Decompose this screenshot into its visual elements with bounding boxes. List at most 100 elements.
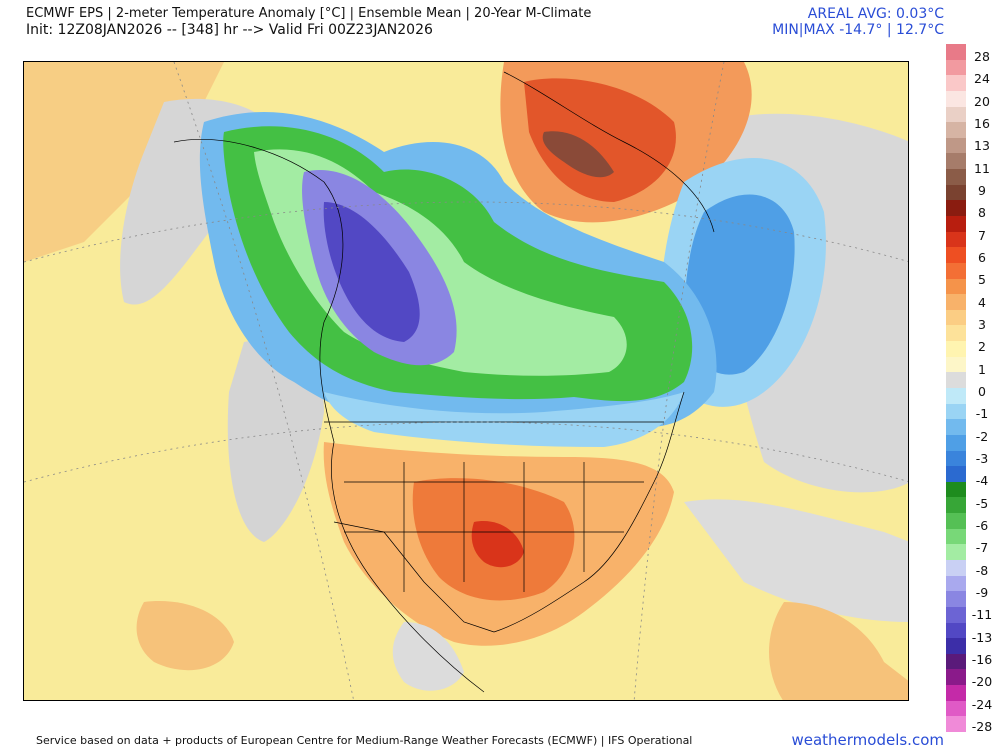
colorbar-swatch xyxy=(946,169,966,186)
colorbar-swatch xyxy=(946,560,966,577)
colorbar-swatch xyxy=(946,700,966,717)
state-lines-horizontal xyxy=(344,481,644,533)
cold-purple-core xyxy=(323,202,420,342)
colorbar-tick-label: 3 xyxy=(978,317,986,332)
colorbar-swatch xyxy=(946,184,966,201)
colorbar-tick-label: 28 xyxy=(974,49,990,64)
colorbar-tick-label: -2 xyxy=(975,428,989,444)
colorbar-tick-label: -5 xyxy=(975,495,989,511)
warm-pacific-south xyxy=(136,601,234,671)
colorbar-swatch xyxy=(946,325,966,342)
cold-lightblue-band xyxy=(324,392,684,447)
colorbar-swatch xyxy=(946,513,966,530)
colorbar-swatch xyxy=(946,372,966,389)
colorbar-swatch xyxy=(946,434,966,452)
colorbar-swatch xyxy=(946,122,966,139)
areal-average: AREAL AVG: 0.03°C xyxy=(807,6,944,22)
colorbar-swatch xyxy=(946,106,966,123)
colorbar-tick-label: 9 xyxy=(978,183,986,198)
colorbar-swatch xyxy=(946,341,966,358)
colorbar-tick-label: -16 xyxy=(971,652,993,667)
colorbar-tick-label: -20 xyxy=(971,674,993,690)
west-coastline xyxy=(173,139,485,693)
warm-greenland-core xyxy=(524,78,676,202)
colorbar-tick-label: 4 xyxy=(978,294,986,310)
colorbar-tick-label: 16 xyxy=(974,116,990,131)
colorbar-swatch xyxy=(946,638,966,655)
colorbar-swatch xyxy=(946,653,966,670)
credit-footer: Service based on data + products of Euro… xyxy=(36,734,693,747)
colorbar-tick-label: 24 xyxy=(974,71,990,87)
colorbar-swatch xyxy=(946,450,966,467)
colorbar-swatch xyxy=(946,622,966,639)
colorbar-swatch xyxy=(946,137,966,154)
greenland-peak xyxy=(542,131,614,178)
colorbar-swatch xyxy=(946,591,966,608)
colorbar-swatch xyxy=(946,294,966,311)
colorbar-swatch xyxy=(946,356,966,373)
colorbar-swatch xyxy=(946,528,966,545)
colorbar-swatch xyxy=(946,44,966,61)
colorbar-swatch xyxy=(946,466,966,483)
greenland-coastline xyxy=(503,71,715,233)
colorbar-tick-label: -28 xyxy=(971,719,993,734)
colorbar-swatch xyxy=(946,669,966,686)
colorbar-tick-label: 6 xyxy=(978,250,986,265)
colorbar-swatch xyxy=(946,497,966,514)
anomaly-map xyxy=(23,61,909,701)
graticule-line xyxy=(24,201,908,263)
colorbar-tick-label: -1 xyxy=(975,406,989,422)
graticule-line xyxy=(633,62,725,700)
colorbar-tick-label: 8 xyxy=(978,205,986,221)
gray-mexico-patch xyxy=(392,622,464,691)
colorbar-tick-label: -7 xyxy=(975,540,989,556)
colorbar-swatch xyxy=(946,75,966,92)
gulf-east-coastline xyxy=(493,391,685,633)
brand-link[interactable]: weathermodels.com xyxy=(791,731,944,749)
colorbar-swatch xyxy=(946,575,966,592)
colorbar xyxy=(946,44,966,733)
gray-pacific-coast xyxy=(227,340,324,542)
colorbar-swatch xyxy=(946,59,966,76)
min-max-readout: MIN|MAX -14.7° | 12.7°C xyxy=(772,22,944,38)
colorbar-tick-label: -8 xyxy=(975,562,989,578)
colorbar-swatch xyxy=(946,388,966,405)
colorbar-swatch xyxy=(946,278,966,295)
warm-us-core xyxy=(471,521,524,568)
colorbar-swatch xyxy=(946,716,966,733)
colorbar-swatch xyxy=(946,309,966,326)
colorbar-swatch xyxy=(946,231,966,248)
colorbar-swatch xyxy=(946,606,966,624)
colorbar-tick-label: 2 xyxy=(978,339,986,355)
colorbar-swatch xyxy=(946,544,966,561)
warm-atlantic-south xyxy=(769,602,908,700)
political-boundaries xyxy=(173,71,715,693)
us-mexico-border xyxy=(333,521,495,633)
map-canvas xyxy=(24,62,908,700)
colorbar-tick-label: -24 xyxy=(971,696,993,712)
colorbar-swatch xyxy=(946,216,966,233)
colorbar-tick-label: 5 xyxy=(978,272,986,288)
colorbar-tick-label: -3 xyxy=(975,451,989,466)
colorbar-swatch xyxy=(946,403,966,420)
state-lines xyxy=(403,462,585,592)
init-valid-line: Init: 12Z08JAN2026 -- [348] hr --> Valid… xyxy=(26,22,433,38)
colorbar-swatch xyxy=(946,685,966,702)
colorbar-tick-label: 13 xyxy=(974,138,990,154)
colorbar-swatch xyxy=(946,262,966,280)
colorbar-swatch xyxy=(946,90,966,108)
graticule-line xyxy=(24,421,908,483)
colorbar-swatch xyxy=(946,247,966,264)
colorbar-tick-label: -9 xyxy=(975,585,989,600)
gray-atlantic-mid xyxy=(684,499,908,622)
colorbar-swatch xyxy=(946,200,966,217)
colorbar-tick-label: -13 xyxy=(971,629,993,645)
colorbar-tick-label: 7 xyxy=(978,227,986,243)
colorbar-swatch xyxy=(946,419,966,436)
map-title: ECMWF EPS | 2-meter Temperature Anomaly … xyxy=(26,6,592,21)
colorbar-tick-label: 20 xyxy=(974,93,990,109)
graticule xyxy=(24,62,908,700)
colorbar-tick-label: 1 xyxy=(978,361,986,377)
colorbar-tick-label: -6 xyxy=(975,518,989,533)
colorbar-tick-label: 0 xyxy=(978,384,986,399)
